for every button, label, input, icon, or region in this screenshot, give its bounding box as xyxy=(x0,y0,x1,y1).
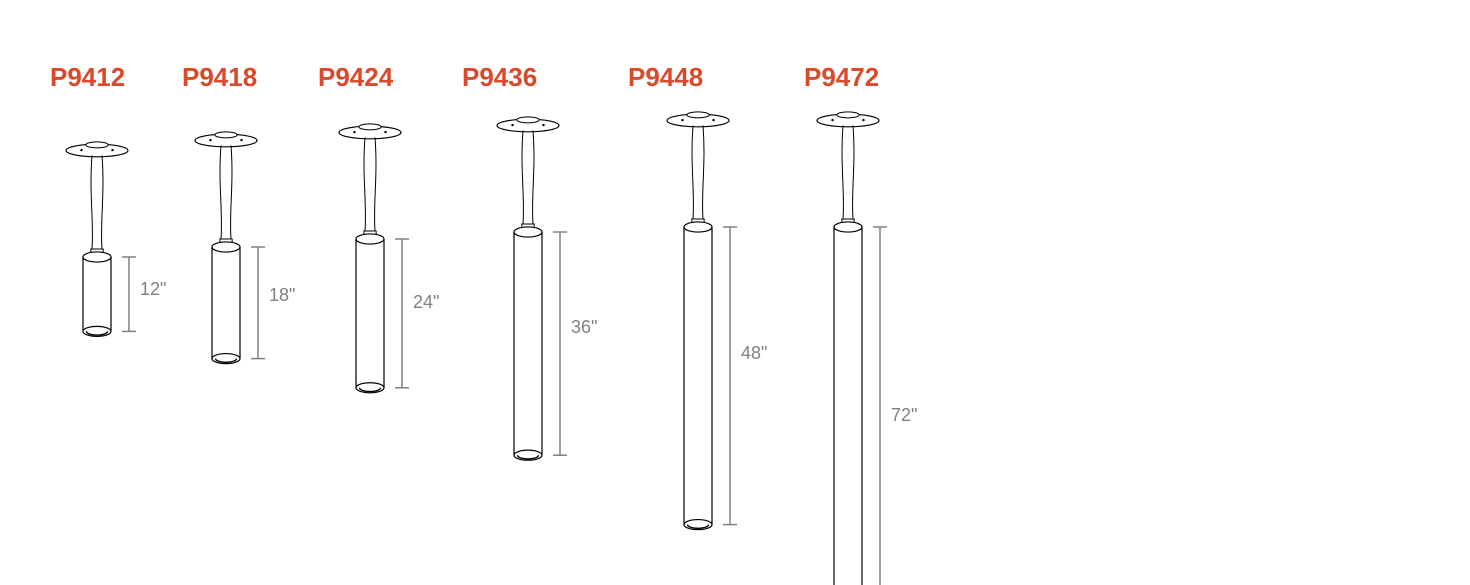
pendant-drawing xyxy=(817,110,959,585)
dimension-label: 18" xyxy=(269,285,295,306)
dimension-label: 72" xyxy=(891,405,917,426)
product-sku-label: P9436 xyxy=(462,62,537,93)
pendant-drawing xyxy=(195,130,337,366)
product-sku-label: P9412 xyxy=(50,62,125,93)
dimension-label: 24" xyxy=(413,292,439,313)
product-sku-label: P9418 xyxy=(182,62,257,93)
pendant-drawing xyxy=(339,122,481,395)
product-sku-label: P9472 xyxy=(804,62,879,93)
dimension-label: 36" xyxy=(571,317,597,338)
product-sku-label: P9424 xyxy=(318,62,393,93)
product-size-diagram: P9412 12" P9418 18" P9424 24" P9436 36" P9448 48"… xyxy=(0,0,1470,585)
dimension-label: 48" xyxy=(741,343,767,364)
dimension-label: 12" xyxy=(140,279,166,300)
pendant-drawing xyxy=(497,115,639,462)
product-sku-label: P9448 xyxy=(628,62,703,93)
pendant-drawing xyxy=(667,110,809,532)
pendant-drawing xyxy=(66,140,208,338)
